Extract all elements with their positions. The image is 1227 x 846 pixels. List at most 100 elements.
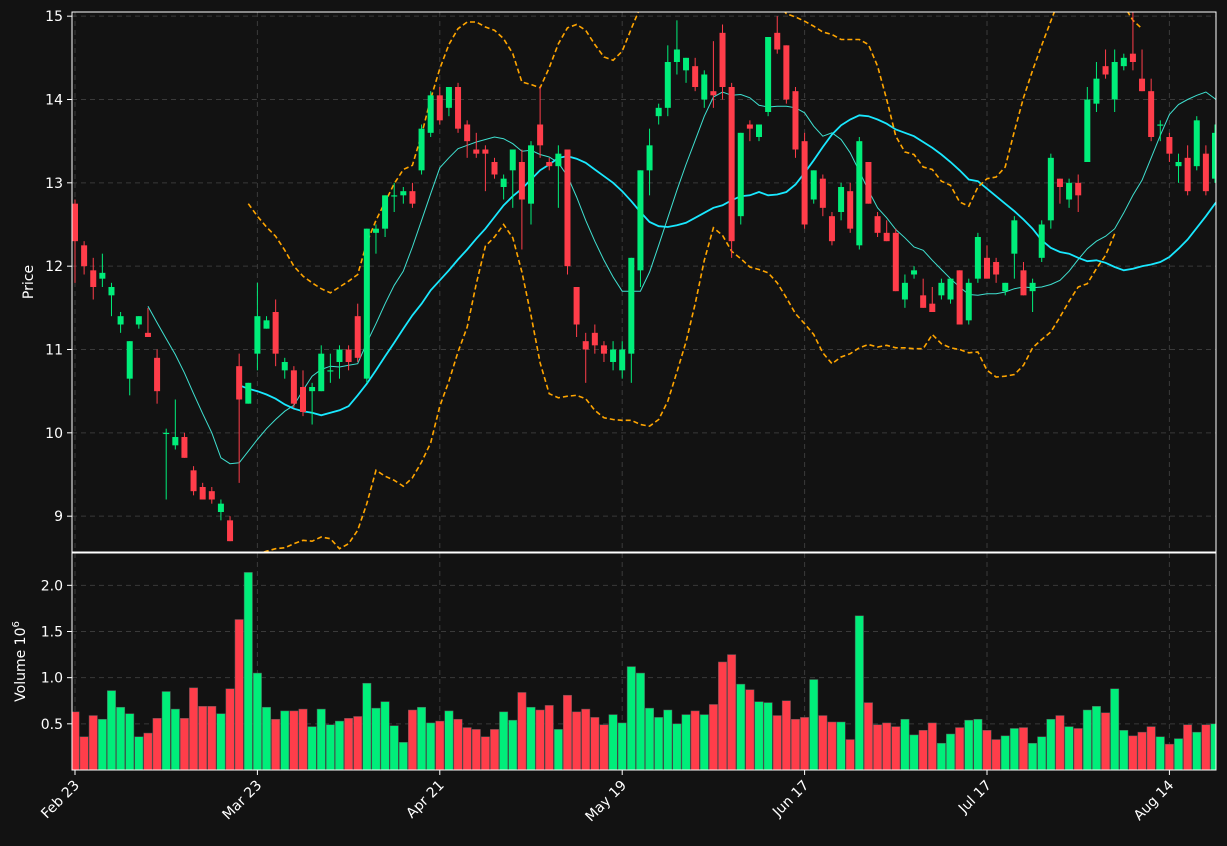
candle-body <box>1066 182 1073 200</box>
candle <box>345 345 352 371</box>
candle <box>683 57 690 83</box>
candle <box>582 332 589 383</box>
candle-body <box>1193 120 1200 167</box>
candle-body <box>154 357 161 392</box>
candle <box>72 199 78 283</box>
volume-bar <box>453 718 463 770</box>
candle-body <box>245 382 252 404</box>
candle <box>436 87 443 125</box>
candle <box>144 307 151 337</box>
series-line-ma-slow <box>238 114 1216 417</box>
candle-body <box>227 520 234 542</box>
volume-bar <box>252 672 262 770</box>
volume-bar <box>590 717 600 770</box>
volume-bar <box>152 718 162 770</box>
volume-bar <box>179 718 189 770</box>
candle <box>181 432 188 458</box>
volume-bar <box>1101 712 1111 770</box>
candle <box>509 149 516 208</box>
volume-bar <box>781 700 791 770</box>
candle-body <box>190 470 197 492</box>
candle-body <box>792 91 799 150</box>
candle <box>783 45 790 104</box>
candle <box>810 170 817 204</box>
candle-body <box>1002 282 1009 292</box>
candle-body <box>1148 91 1155 137</box>
candle <box>99 253 106 287</box>
volume-bar <box>407 709 417 770</box>
volume-bar <box>991 739 1001 770</box>
candle <box>838 182 845 221</box>
candle-body <box>391 195 398 197</box>
candle-body <box>382 195 389 229</box>
volume-bar <box>1146 726 1156 770</box>
volume-bar <box>225 688 235 770</box>
candle-body <box>883 232 890 242</box>
candle <box>1047 153 1054 229</box>
candle <box>190 466 197 496</box>
volume-bar <box>663 709 673 770</box>
candle <box>1075 174 1082 212</box>
candle-body <box>126 341 133 379</box>
volume-bar <box>690 710 700 770</box>
volume-bar <box>426 722 436 770</box>
candle-body <box>537 124 544 146</box>
candle-body <box>345 349 352 362</box>
candle <box>1084 87 1091 162</box>
candle <box>290 366 297 408</box>
volume-bar <box>134 736 144 770</box>
volume-axis-label: Volume 106 <box>11 621 29 702</box>
volume-bar <box>645 707 655 770</box>
candle-body <box>400 191 407 196</box>
volume-bar <box>335 720 344 770</box>
candle-body <box>765 37 772 112</box>
volume-bar <box>1028 742 1038 770</box>
candle <box>318 345 325 392</box>
candle <box>555 145 562 208</box>
candle-body <box>582 341 589 350</box>
candle-body <box>99 272 106 279</box>
volume-bar <box>1119 730 1129 770</box>
candle-body <box>1029 282 1036 292</box>
candle-body <box>746 124 753 129</box>
candle <box>418 124 425 175</box>
candle <box>655 103 662 125</box>
candle <box>719 24 726 100</box>
volume-bar <box>927 722 937 770</box>
volume-bar <box>891 726 901 770</box>
candle <box>1066 178 1073 208</box>
candle-body <box>655 107 662 117</box>
volume-bar <box>836 721 846 770</box>
candle-body <box>673 49 680 62</box>
candle <box>236 353 243 483</box>
candle-body <box>1075 182 1082 196</box>
candle <box>455 82 462 133</box>
candle-body <box>90 270 97 287</box>
volume-bar <box>672 723 682 770</box>
candle-body <box>236 366 243 400</box>
candle <box>491 157 498 179</box>
volume-bar <box>480 736 490 770</box>
candle-body <box>363 228 370 379</box>
candle <box>1002 282 1009 296</box>
candle-body <box>500 178 507 187</box>
candle-body <box>901 282 908 300</box>
volume-bar <box>800 717 810 770</box>
candle <box>154 349 161 404</box>
volume-bar <box>170 708 180 770</box>
candle <box>400 187 407 204</box>
candle <box>445 87 452 117</box>
volume-bar <box>417 706 427 770</box>
volume-bar <box>1183 724 1193 770</box>
volume-bar <box>1082 709 1092 770</box>
volume-bar <box>1055 715 1065 770</box>
candle-body <box>418 128 425 171</box>
volume-bar <box>854 615 864 770</box>
volume-bar <box>845 739 855 770</box>
volume-bar <box>107 690 116 770</box>
candle-body <box>290 370 297 404</box>
candle <box>1093 62 1100 112</box>
candle-body <box>263 320 270 329</box>
